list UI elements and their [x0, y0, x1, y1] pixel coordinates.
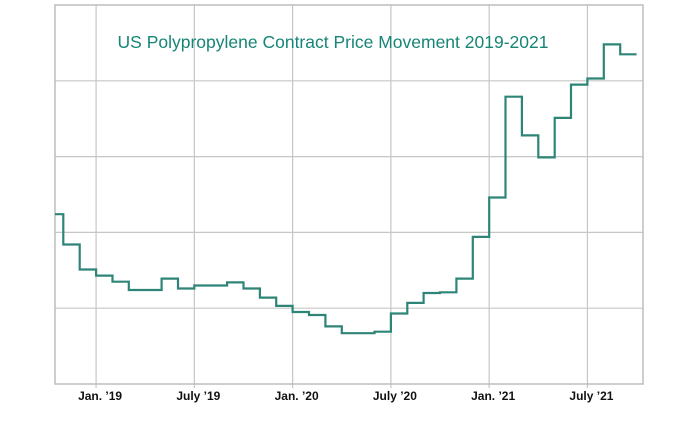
x-axis-ticks: Jan. ’19 July ’19 Jan. ’20 July ’20 Jan. ’21… — [78, 389, 614, 403]
x-tick-label: Jan. ’19 — [78, 389, 122, 403]
plot-frame — [54, 4, 644, 385]
price-step-line — [55, 43, 637, 335]
gridlines — [55, 5, 643, 388]
x-tick-label: July ’21 — [569, 389, 613, 403]
x-tick-label: Jan. ’21 — [471, 389, 515, 403]
x-tick-label: July ’19 — [176, 389, 220, 403]
x-tick-label: July ’20 — [373, 389, 417, 403]
x-tick-label: Jan. ’20 — [275, 389, 319, 403]
chart-title: US Polypropylene Contract Price Movement… — [118, 32, 549, 52]
